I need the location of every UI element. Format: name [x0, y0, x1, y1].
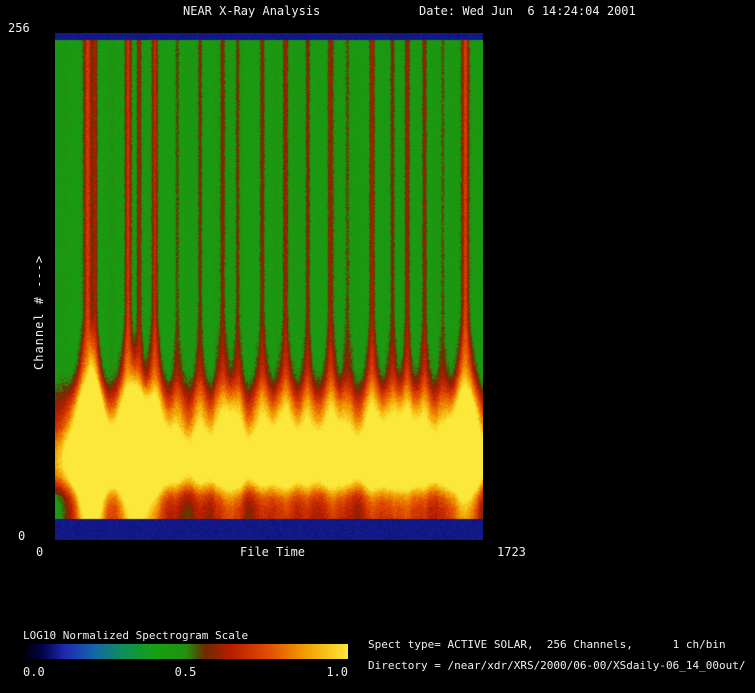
- colorbar-title: LOG10 Normalized Spectrogram Scale: [23, 629, 249, 642]
- directory-label: Directory = /near/xdr/XRS/2000/06-00/XSd…: [368, 659, 746, 672]
- x-axis-title: File Time: [240, 545, 306, 559]
- x-axis-max-label: 1723: [497, 545, 526, 559]
- colorbar-tick-0: 0.0: [23, 665, 45, 679]
- page-title: NEAR X-Ray Analysis: [183, 4, 321, 18]
- y-axis-min-label: 0: [18, 529, 26, 543]
- colorbar-gradient: [23, 644, 348, 659]
- y-axis-max-label: 256: [8, 21, 30, 35]
- colorbar-ticks: 0.0 0.5 1.0: [23, 665, 348, 679]
- y-axis-title: Channel # --->: [32, 254, 46, 370]
- x-axis-min-label: 0: [36, 545, 44, 559]
- spectrogram-image: [55, 33, 483, 540]
- colorbar-tick-1: 0.5: [174, 665, 197, 679]
- spect-type-label: Spect type= ACTIVE SOLAR, 256 Channels, …: [368, 638, 726, 651]
- colorbar-tick-2: 1.0: [326, 665, 348, 679]
- date-label: Date: Wed Jun 6 14:24:04 2001: [419, 4, 636, 18]
